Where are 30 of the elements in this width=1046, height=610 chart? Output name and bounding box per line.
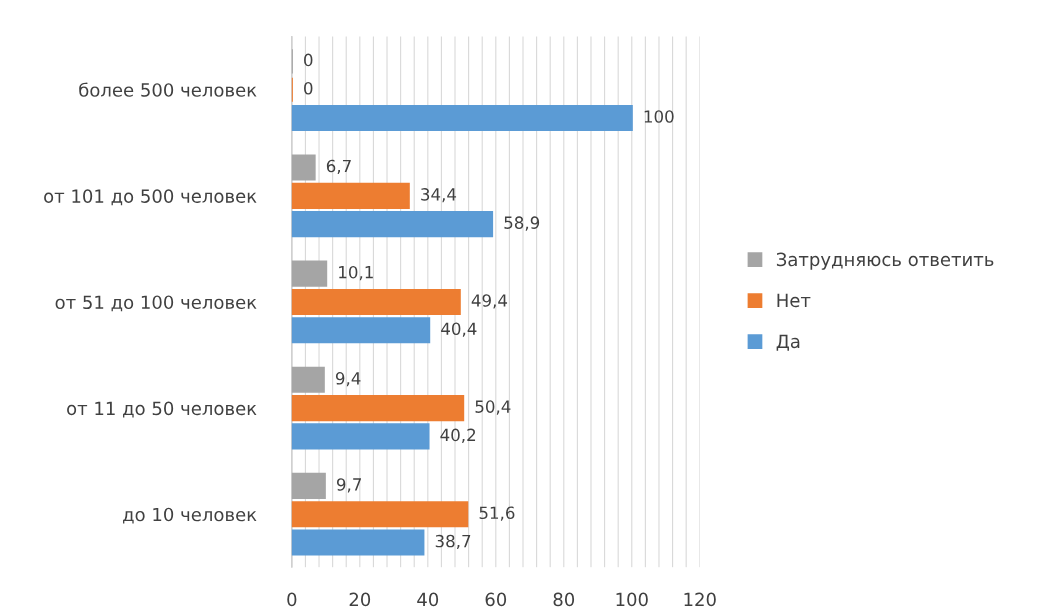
x-tick-label: 60 — [485, 592, 507, 607]
y-tick-label: от 11 до 50 человек — [67, 401, 257, 418]
y-tick-label: от 51 до 100 человек — [55, 295, 257, 312]
x-tick-label: 120 — [684, 592, 716, 607]
data-label: 34,4 — [421, 188, 457, 203]
x-tick-label: 100 — [616, 592, 648, 607]
x-tick-label: 40 — [417, 592, 439, 607]
data-label: 38,7 — [435, 534, 471, 550]
legend-label: Да — [776, 334, 800, 351]
legend-label: Нет — [777, 293, 811, 308]
y-tick-label: до 10 человек — [123, 507, 257, 524]
data-label: 0 — [304, 53, 313, 67]
data-label: 0 — [304, 81, 313, 95]
data-label: 40,2 — [440, 428, 476, 443]
legend-label: Затрудняюсь ответить — [776, 252, 994, 270]
data-label: 40,4 — [441, 322, 477, 337]
y-tick-label: более 500 человек — [79, 82, 257, 97]
data-label: 58,9 — [504, 216, 540, 231]
data-label: 100 — [644, 110, 674, 123]
data-label: 49,4 — [471, 294, 508, 309]
data-label: 6,7 — [326, 159, 351, 175]
x-tick-label: 0 — [287, 592, 297, 607]
data-label: 51,6 — [479, 506, 515, 521]
x-tick-label: 20 — [349, 592, 371, 607]
x-tick-label: 80 — [553, 592, 575, 607]
y-tick-label: от 101 до 500 человек — [44, 189, 257, 206]
data-label: 9,4 — [335, 372, 361, 387]
data-label: 50,4 — [475, 400, 511, 415]
data-label: 10,1 — [339, 265, 373, 281]
data-label: 9,7 — [336, 478, 361, 493]
